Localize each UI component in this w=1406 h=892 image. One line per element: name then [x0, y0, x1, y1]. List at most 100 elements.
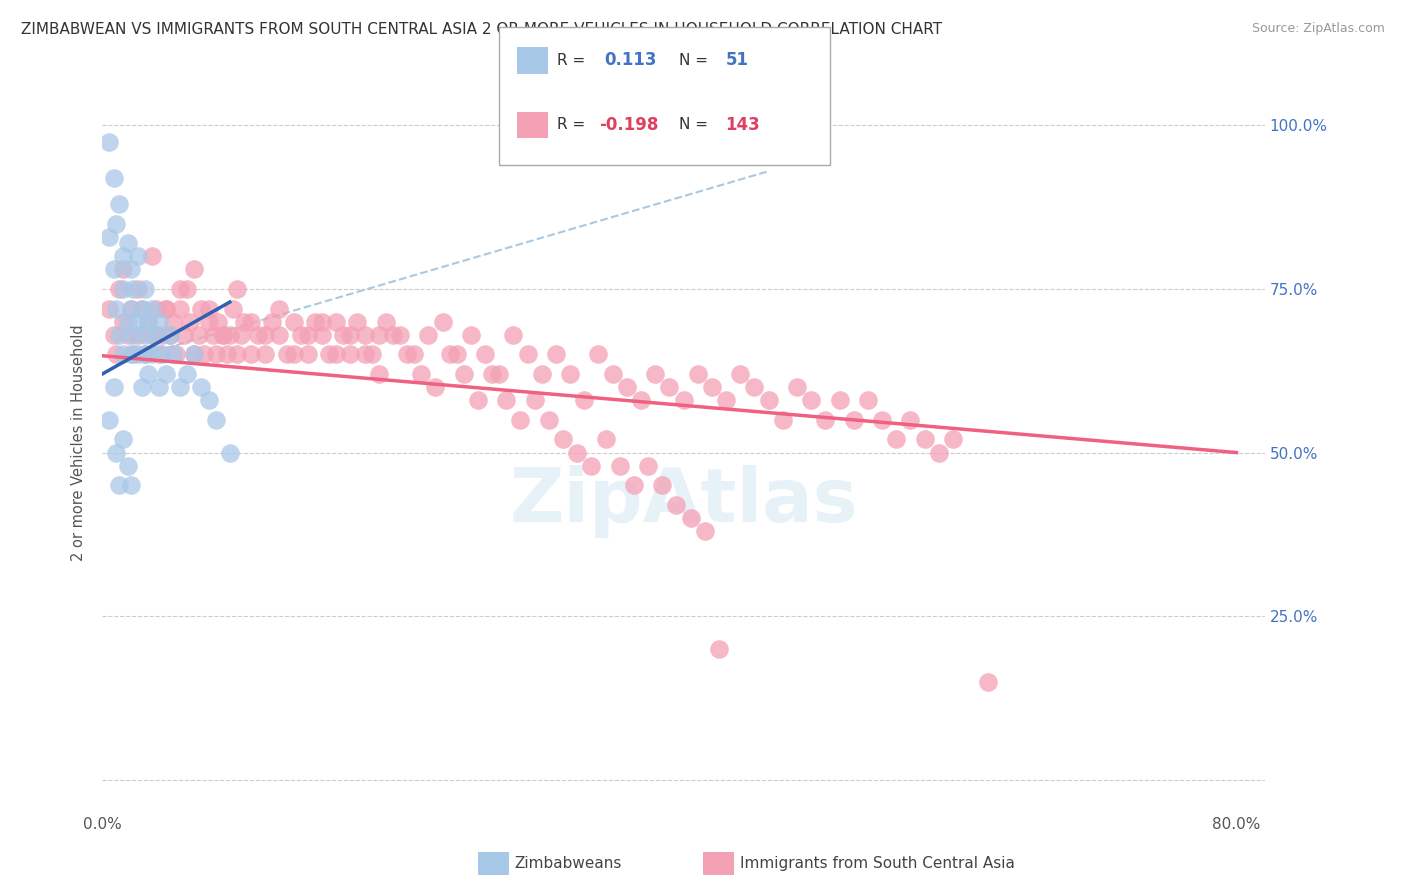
- Point: [530, 367, 553, 381]
- Point: [231, 327, 253, 342]
- Point: [346, 315, 368, 329]
- Point: [297, 347, 319, 361]
- Point: [148, 380, 170, 394]
- Point: [127, 327, 149, 342]
- Point: [786, 380, 808, 394]
- Point: [159, 327, 181, 342]
- Point: [197, 301, 219, 316]
- Point: [942, 433, 965, 447]
- Point: [105, 347, 128, 361]
- Point: [318, 347, 340, 361]
- Point: [141, 249, 163, 263]
- Point: [120, 262, 142, 277]
- Text: Immigrants from South Central Asia: Immigrants from South Central Asia: [740, 856, 1015, 871]
- Point: [488, 367, 510, 381]
- Point: [339, 347, 361, 361]
- Point: [842, 413, 865, 427]
- Point: [179, 315, 201, 329]
- Point: [728, 367, 751, 381]
- Point: [884, 433, 907, 447]
- Point: [616, 380, 638, 394]
- Point: [190, 301, 212, 316]
- Point: [150, 347, 173, 361]
- Text: R =: R =: [557, 53, 585, 68]
- Point: [551, 433, 574, 447]
- Point: [658, 380, 681, 394]
- Point: [187, 327, 209, 342]
- Text: Zimbabweans: Zimbabweans: [515, 856, 621, 871]
- Point: [977, 674, 1000, 689]
- Point: [474, 347, 496, 361]
- Text: 143: 143: [725, 116, 761, 134]
- Point: [103, 170, 125, 185]
- Point: [108, 327, 131, 342]
- Point: [112, 315, 135, 329]
- Point: [276, 347, 298, 361]
- Point: [207, 315, 229, 329]
- Point: [240, 347, 263, 361]
- Point: [136, 315, 159, 329]
- Point: [183, 347, 205, 361]
- Point: [686, 367, 709, 381]
- Point: [98, 301, 121, 316]
- Point: [173, 327, 195, 342]
- Point: [630, 393, 652, 408]
- Point: [283, 347, 305, 361]
- Point: [112, 249, 135, 263]
- Point: [297, 327, 319, 342]
- Point: [665, 498, 688, 512]
- Point: [169, 380, 191, 394]
- Point: [651, 478, 673, 492]
- Point: [283, 315, 305, 329]
- Point: [197, 315, 219, 329]
- Point: [928, 445, 950, 459]
- Point: [155, 301, 177, 316]
- Point: [609, 458, 631, 473]
- Point: [247, 327, 270, 342]
- Point: [353, 327, 375, 342]
- Point: [148, 315, 170, 329]
- Point: [544, 347, 567, 361]
- Point: [204, 413, 226, 427]
- Point: [311, 315, 333, 329]
- Point: [159, 327, 181, 342]
- Point: [120, 301, 142, 316]
- Point: [98, 135, 121, 149]
- Point: [432, 315, 454, 329]
- Point: [221, 301, 243, 316]
- Point: [481, 367, 503, 381]
- Text: -0.198: -0.198: [599, 116, 658, 134]
- Point: [134, 282, 156, 296]
- Point: [537, 413, 560, 427]
- Point: [240, 315, 263, 329]
- Point: [127, 347, 149, 361]
- Point: [98, 229, 121, 244]
- Point: [122, 282, 145, 296]
- Point: [204, 347, 226, 361]
- Text: ZIMBABWEAN VS IMMIGRANTS FROM SOUTH CENTRAL ASIA 2 OR MORE VEHICLES IN HOUSEHOLD: ZIMBABWEAN VS IMMIGRANTS FROM SOUTH CENT…: [21, 22, 942, 37]
- Point: [446, 347, 468, 361]
- Point: [131, 301, 153, 316]
- Point: [165, 347, 187, 361]
- Point: [332, 327, 354, 342]
- Point: [254, 347, 277, 361]
- Point: [404, 347, 426, 361]
- Point: [193, 347, 215, 361]
- Text: 0.113: 0.113: [605, 52, 657, 70]
- Point: [190, 380, 212, 394]
- Point: [714, 393, 737, 408]
- Point: [856, 393, 879, 408]
- Point: [131, 380, 153, 394]
- Point: [141, 301, 163, 316]
- Point: [169, 282, 191, 296]
- Point: [136, 315, 159, 329]
- Point: [127, 315, 149, 329]
- Point: [254, 327, 277, 342]
- Point: [122, 347, 145, 361]
- Point: [453, 367, 475, 381]
- Point: [914, 433, 936, 447]
- Point: [800, 393, 823, 408]
- Point: [411, 367, 433, 381]
- Point: [460, 327, 482, 342]
- Point: [311, 327, 333, 342]
